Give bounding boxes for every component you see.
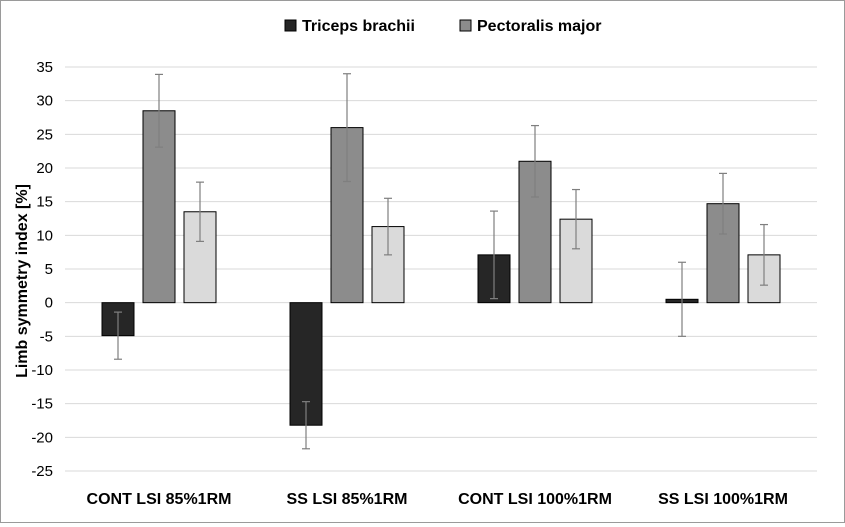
legend: Triceps brachii Pectoralis major xyxy=(284,18,602,35)
bar xyxy=(142,110,176,304)
y-tick-label: 15 xyxy=(36,194,53,211)
y-tick-label: -25 xyxy=(31,463,53,480)
y-tick-label: 35 xyxy=(36,59,53,76)
category-label: CONT LSI 100%1RM xyxy=(458,491,612,508)
y-tick-label: 0 xyxy=(45,295,53,312)
y-tick-label: 25 xyxy=(36,126,53,143)
y-tick-label: 30 xyxy=(36,93,53,110)
legend-swatch-pectoralis xyxy=(459,19,472,32)
y-axis-label: Limb symmetry index [%] xyxy=(14,184,31,378)
y-tick-labels: -25 -20 -15 -10 -5 0 5 10 15 20 25 30 35 xyxy=(31,59,53,480)
y-tick-label: -15 xyxy=(31,396,53,413)
legend-label-pectoralis: Pectoralis major xyxy=(477,18,602,35)
bars xyxy=(101,110,781,426)
gridlines xyxy=(65,66,817,472)
y-tick-label: -10 xyxy=(31,362,53,379)
category-label: CONT LSI 85%1RM xyxy=(87,491,232,508)
bar xyxy=(371,226,405,304)
y-tick-label: 20 xyxy=(36,160,53,177)
error-bars xyxy=(114,73,768,450)
category-labels: CONT LSI 85%1RM SS LSI 85%1RM CONT LSI 100… xyxy=(87,491,788,508)
category-label: SS LSI 85%1RM xyxy=(287,491,408,508)
y-tick-label: 5 xyxy=(45,261,53,278)
legend-label-triceps: Triceps brachii xyxy=(302,18,415,35)
category-label: SS LSI 100%1RM xyxy=(658,491,788,508)
y-tick-label: -20 xyxy=(31,429,53,446)
y-tick-label: 10 xyxy=(36,227,53,244)
y-tick-label: -5 xyxy=(40,328,53,345)
legend-swatch-triceps xyxy=(284,19,297,32)
